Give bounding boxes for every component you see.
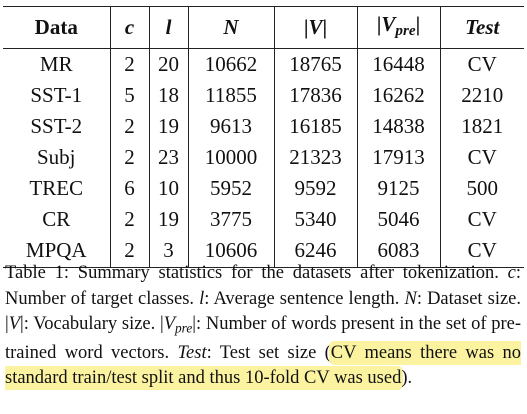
cell-l: 18 [149, 79, 189, 111]
cell-vpre: 14838 [357, 110, 441, 142]
header-l: l [149, 6, 189, 49]
cell-data: SST-2 [3, 110, 111, 142]
caption-part-4: : Dataset size. | [5, 288, 522, 335]
caption-var-n: N [404, 288, 417, 309]
cell-n: 9613 [188, 110, 275, 142]
cell-vpre: 16448 [357, 48, 441, 80]
table-row: Subj 2 23 10000 21323 17913 CV [3, 141, 524, 173]
caption-var-vpre: V [163, 314, 176, 334]
cell-test: CV [467, 206, 497, 231]
header-row: Data c l N |V| |Vpre| Test [3, 6, 524, 49]
cell-test: CV [467, 51, 497, 76]
caption-var-test: Test [177, 342, 207, 363]
header-vocab-right-bar: | [322, 15, 328, 40]
caption-part-1: Table 1: Summary statistics for the data… [5, 263, 508, 283]
cell-l: 23 [149, 141, 189, 173]
caption-part-5: |: Vocabulary size. | [20, 314, 164, 334]
cell-v: 5340 [274, 203, 358, 235]
table-row: MPQA 2 3 10606 6246 6083 CV [3, 234, 524, 268]
cell-l: 19 [149, 110, 189, 142]
cell-n: 3775 [188, 203, 275, 235]
header-vocab-var: V [308, 15, 323, 40]
cell-n: 5952 [188, 172, 275, 204]
cell-n: 11855 [188, 79, 275, 111]
cell-vpre: 16262 [357, 79, 441, 111]
table-row: CR 2 19 3775 5340 5046 CV [3, 203, 524, 235]
table-row: SST-1 5 18 11855 17836 16262 2210 [3, 79, 524, 111]
caption-var-v: V [8, 314, 21, 334]
cell-vpre: 17913 [357, 141, 441, 173]
cell-data: SST-1 [3, 79, 111, 111]
cell-l: 19 [149, 203, 189, 235]
header-test: Test [465, 15, 500, 40]
cell-data: MR [3, 48, 111, 80]
cell-n: 10606 [188, 234, 275, 268]
cell-n: 10662 [188, 48, 275, 80]
table-row: MR 2 20 10662 18765 16448 CV [3, 48, 524, 80]
caption-var-c: c [507, 263, 516, 283]
table-row: TREC 6 10 5952 9592 9125 500 [3, 172, 524, 204]
cell-c: 2 [110, 141, 150, 173]
caption-part-3: : Average sentence length. [204, 288, 405, 309]
cell-v: 6246 [274, 234, 358, 268]
header-vocab-left-bar: | [303, 15, 309, 40]
header-c: c [110, 6, 150, 49]
cell-data: CR [3, 203, 111, 235]
cell-c: 6 [110, 172, 150, 204]
cell-v: 18765 [274, 48, 358, 80]
cell-vpre: 5046 [357, 203, 441, 235]
cell-data: Subj [3, 141, 111, 173]
cell-l: 3 [149, 234, 189, 268]
cell-l: 10 [149, 172, 189, 204]
table-header: Data c l N |V| |Vpre| Test [3, 6, 524, 49]
header-vocab: |V| [274, 6, 358, 49]
cell-vpre: 6083 [357, 234, 441, 268]
cell-test: 500 [466, 175, 499, 200]
cell-c: 2 [110, 234, 150, 268]
cell-v: 9592 [274, 172, 358, 204]
cell-vpre: 9125 [357, 172, 441, 204]
caption-part-8: ). [401, 368, 413, 389]
header-n: N [188, 6, 275, 49]
header-vpre-var: V [381, 12, 396, 36]
table-body: MR 2 20 10662 18765 16448 CV SST-1 5 18 … [3, 48, 524, 268]
cell-v: 16185 [274, 110, 358, 142]
cell-c: 2 [110, 48, 150, 80]
header-vpre: |Vpre| [357, 6, 441, 49]
cell-test: CV [467, 238, 497, 263]
caption-part-7: : Test set size ( [206, 342, 331, 363]
caption-part-6: |: Number of words present in the set of… [5, 314, 521, 363]
summary-statistics-table: Data c l N |V| |Vpre| Test MR 2 20 10662… [3, 6, 524, 268]
cell-test: 2210 [461, 82, 504, 107]
cell-n: 10000 [188, 141, 275, 173]
cell-c: 2 [110, 110, 150, 142]
cell-c: 5 [110, 79, 150, 111]
header-data: Data [3, 6, 111, 49]
header-vpre-right-bar: | [415, 12, 421, 36]
cell-test: CV [467, 144, 497, 169]
cell-v: 21323 [274, 141, 358, 173]
cell-l: 20 [149, 48, 189, 80]
table-row: SST-2 2 19 9613 16185 14838 1821 [3, 110, 524, 142]
cell-v: 17836 [274, 79, 358, 111]
caption-var-l: l [199, 288, 205, 309]
cell-data: TREC [3, 172, 111, 204]
caption-part-2: : Number of target classes. [5, 263, 521, 309]
header-vpre-sub: pre [395, 22, 416, 39]
cell-data: MPQA [3, 234, 111, 268]
cell-c: 2 [110, 203, 150, 235]
table-caption: Table 1: Summary statistics for the data… [5, 261, 521, 392]
cell-test: 1821 [461, 113, 504, 138]
header-vpre-left-bar: | [376, 12, 382, 36]
caption-var-vpre-sub: pre [175, 320, 193, 336]
